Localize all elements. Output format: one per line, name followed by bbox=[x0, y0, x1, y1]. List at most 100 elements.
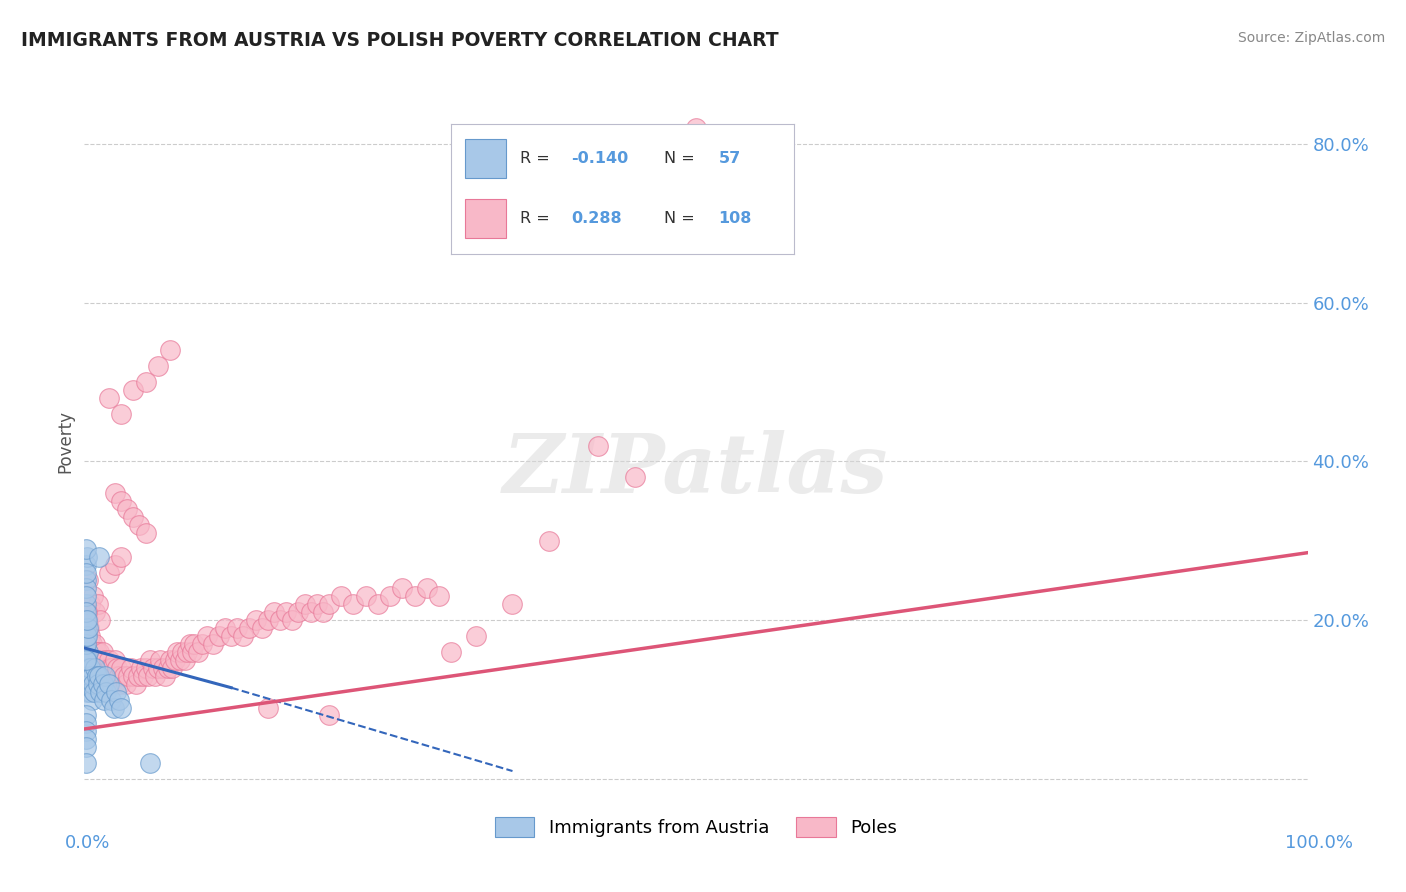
Point bbox=[87, 669, 110, 683]
Point bbox=[87, 653, 110, 667]
Point bbox=[104, 486, 127, 500]
Point bbox=[112, 669, 135, 683]
Point bbox=[127, 669, 149, 683]
Point bbox=[245, 613, 267, 627]
Point bbox=[100, 692, 122, 706]
Point bbox=[76, 684, 98, 698]
Point bbox=[80, 692, 103, 706]
Point bbox=[75, 558, 97, 572]
Point bbox=[75, 645, 97, 659]
Point bbox=[75, 541, 97, 556]
Point bbox=[172, 645, 194, 659]
Point bbox=[135, 375, 157, 389]
Point bbox=[276, 605, 298, 619]
Point bbox=[502, 597, 524, 611]
Point bbox=[97, 391, 120, 405]
Point bbox=[257, 613, 280, 627]
Point bbox=[624, 470, 647, 484]
Point bbox=[416, 582, 439, 596]
Point bbox=[86, 669, 108, 683]
Point bbox=[75, 716, 97, 731]
Point bbox=[77, 669, 100, 683]
Point bbox=[257, 700, 280, 714]
Point bbox=[169, 653, 191, 667]
Point bbox=[93, 692, 115, 706]
Point bbox=[75, 582, 97, 596]
Point bbox=[318, 597, 340, 611]
Point bbox=[75, 708, 97, 723]
Point bbox=[93, 661, 115, 675]
Point bbox=[75, 605, 97, 619]
Point bbox=[159, 343, 181, 358]
Point bbox=[75, 621, 97, 635]
Point bbox=[87, 645, 110, 659]
Point bbox=[79, 629, 101, 643]
Point bbox=[685, 120, 707, 135]
Point bbox=[77, 645, 100, 659]
Point bbox=[156, 661, 179, 675]
Point bbox=[391, 582, 413, 596]
Point bbox=[294, 597, 316, 611]
Point bbox=[89, 661, 111, 675]
Point bbox=[191, 637, 214, 651]
Point bbox=[139, 756, 162, 770]
Point bbox=[91, 676, 114, 690]
Point bbox=[427, 590, 450, 604]
Point bbox=[76, 605, 98, 619]
Point bbox=[84, 661, 107, 675]
Point bbox=[305, 597, 328, 611]
Text: IMMIGRANTS FROM AUSTRIA VS POLISH POVERTY CORRELATION CHART: IMMIGRANTS FROM AUSTRIA VS POLISH POVERT… bbox=[21, 31, 779, 50]
Point bbox=[75, 756, 97, 770]
Point bbox=[173, 653, 195, 667]
Point bbox=[136, 669, 159, 683]
Point bbox=[79, 684, 101, 698]
Point bbox=[132, 669, 155, 683]
Point bbox=[103, 700, 125, 714]
Point bbox=[538, 533, 561, 548]
Point bbox=[100, 669, 122, 683]
Point bbox=[330, 590, 353, 604]
Point bbox=[129, 661, 152, 675]
Point bbox=[176, 645, 198, 659]
Point bbox=[149, 653, 172, 667]
Point bbox=[440, 645, 463, 659]
Point bbox=[318, 708, 340, 723]
Point bbox=[75, 590, 97, 604]
Point bbox=[75, 676, 97, 690]
Point bbox=[195, 629, 218, 643]
Point bbox=[187, 645, 209, 659]
Point bbox=[86, 645, 108, 659]
Point bbox=[110, 549, 132, 564]
Point bbox=[75, 597, 97, 611]
Point bbox=[75, 629, 97, 643]
Text: 0.0%: 0.0% bbox=[65, 834, 110, 852]
Point bbox=[76, 629, 98, 643]
Point bbox=[87, 549, 110, 564]
Point bbox=[104, 653, 127, 667]
Point bbox=[104, 558, 127, 572]
Point bbox=[367, 597, 389, 611]
Point bbox=[166, 645, 188, 659]
Point bbox=[80, 637, 103, 651]
Point bbox=[115, 676, 138, 690]
Point bbox=[125, 676, 148, 690]
Text: ZIPatlas: ZIPatlas bbox=[503, 431, 889, 510]
Point bbox=[135, 661, 157, 675]
Point bbox=[77, 676, 100, 690]
Point bbox=[238, 621, 260, 635]
Point bbox=[120, 661, 142, 675]
Point bbox=[82, 645, 104, 659]
Point bbox=[163, 653, 186, 667]
Point bbox=[179, 637, 201, 651]
Point bbox=[75, 613, 97, 627]
Legend: Immigrants from Austria, Poles: Immigrants from Austria, Poles bbox=[488, 810, 904, 845]
Point bbox=[299, 605, 322, 619]
Point bbox=[122, 669, 145, 683]
Point bbox=[107, 692, 129, 706]
Point bbox=[263, 605, 285, 619]
Point bbox=[77, 613, 100, 627]
Point bbox=[84, 605, 107, 619]
Point bbox=[75, 574, 97, 588]
Point bbox=[76, 613, 98, 627]
Point bbox=[117, 669, 139, 683]
